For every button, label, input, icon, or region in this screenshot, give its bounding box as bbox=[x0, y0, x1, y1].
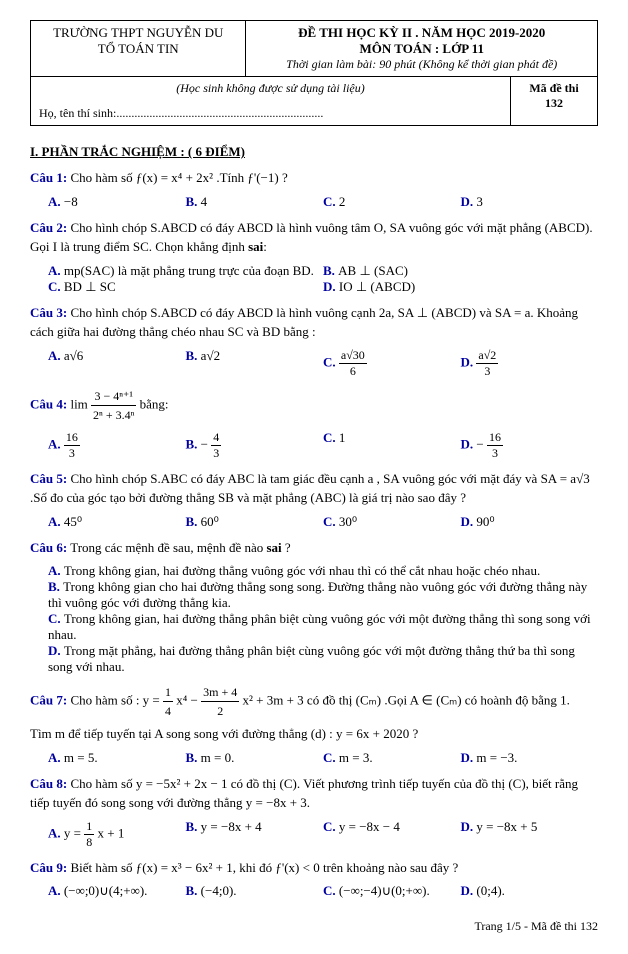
exam-subject: MÔN TOÁN : LỚP 11 bbox=[254, 41, 589, 57]
q7-line2: Tìm m để tiếp tuyến tại A song song với … bbox=[30, 724, 598, 744]
q4-b: B. − 43 bbox=[186, 430, 324, 461]
q8-options: A. y = 18 x + 1 B. y = −8x + 4 C. y = −8… bbox=[48, 819, 598, 850]
q6-d: D. Trong mặt phẳng, hai đường thẳng phân… bbox=[48, 643, 598, 675]
q2-label: Câu 2: bbox=[30, 220, 67, 235]
q3-options: A. a√6 B. a√2 C. a√306 D. a√23 bbox=[48, 348, 598, 379]
q1-text: Cho hàm số ƒ(x) = x⁴ + 2x² .Tính ƒ'(−1) … bbox=[70, 170, 287, 185]
q1-d: D. 3 bbox=[461, 194, 599, 210]
exam-note: (Học sinh không được sử dụng tài liệu) bbox=[39, 81, 502, 96]
code-cell: Mã đề thi 132 bbox=[511, 77, 598, 126]
q5-c: C. 30⁰ bbox=[323, 514, 461, 530]
code-num: 132 bbox=[519, 96, 589, 111]
header-title-cell: ĐỀ THI HỌC KỲ II . NĂM HỌC 2019-2020 MÔN… bbox=[246, 21, 598, 77]
q6-sai: sai bbox=[267, 540, 282, 555]
school-name-1: TRƯỜNG THPT NGUYỄN DU bbox=[39, 25, 237, 41]
q7-a: A. m = 5. bbox=[48, 750, 186, 766]
student-name: Họ, tên thí sinh:.......................… bbox=[39, 106, 502, 121]
q7-d: D. m = −3. bbox=[461, 750, 599, 766]
q9-options: A. (−∞;0)∪(4;+∞). B. (−4;0). C. (−∞;−4)∪… bbox=[48, 883, 598, 899]
q3-text: Cho hình chóp S.ABCD có đáy ABCD là hình… bbox=[30, 305, 578, 340]
q4-c: C. 1 bbox=[323, 430, 461, 461]
q1-options: A. −8 B. 4 C. 2 D. 3 bbox=[48, 194, 598, 210]
code-label: Mã đề thi bbox=[519, 81, 589, 96]
q7-label: Câu 7: bbox=[30, 692, 67, 707]
q2: Câu 2: Cho hình chóp S.ABCD có đáy ABCD … bbox=[30, 218, 598, 257]
q7-options: A. m = 5. B. m = 0. C. m = 3. D. m = −3. bbox=[48, 750, 598, 766]
q2-a: A. mp(SAC) là mặt phẳng trung trực của đ… bbox=[48, 263, 323, 279]
section-title: I. PHẦN TRẮC NGHIỆM : ( 6 ĐIỂM) bbox=[30, 144, 598, 160]
q2-sai: sai bbox=[248, 239, 263, 254]
q9: Câu 9: Biết hàm số ƒ(x) = x³ − 6x² + 1, … bbox=[30, 858, 598, 878]
q1-a: A. −8 bbox=[48, 194, 186, 210]
q5-b: B. 60⁰ bbox=[186, 514, 324, 530]
q2-options: A. mp(SAC) là mặt phẳng trung trực của đ… bbox=[48, 263, 598, 295]
q9-a: A. (−∞;0)∪(4;+∞). bbox=[48, 883, 186, 899]
q8-text: Cho hàm số y = −5x² + 2x − 1 có đồ thị (… bbox=[30, 776, 578, 811]
q1-label: Câu 1: bbox=[30, 170, 67, 185]
q4-a: A. 163 bbox=[48, 430, 186, 461]
q5-options: A. 45⁰ B. 60⁰ C. 30⁰ D. 90⁰ bbox=[48, 514, 598, 530]
q5: Câu 5: Cho hình chóp S.ABC có đáy ABC là… bbox=[30, 469, 598, 508]
q4-pre: lim bbox=[70, 396, 87, 411]
q6-label: Câu 6: bbox=[30, 540, 67, 555]
exam-time: Thời gian làm bài: 90 phút (Không kể thờ… bbox=[254, 57, 589, 72]
q3-c: C. a√306 bbox=[323, 348, 461, 379]
q8-c: C. y = −8x − 4 bbox=[323, 819, 461, 850]
q6: Câu 6: Trong các mệnh đề sau, mệnh đề nà… bbox=[30, 538, 598, 558]
info-cell: (Học sinh không được sử dụng tài liệu) H… bbox=[31, 77, 511, 126]
q5-a: A. 45⁰ bbox=[48, 514, 186, 530]
q7-b: B. m = 0. bbox=[186, 750, 324, 766]
q9-d: D. (0;4). bbox=[461, 883, 599, 899]
q6-text: Trong các mệnh đề sau, mệnh đề nào bbox=[70, 540, 266, 555]
q9-b: B. (−4;0). bbox=[186, 883, 324, 899]
q5-label: Câu 5: bbox=[30, 471, 67, 486]
q7-c: C. m = 3. bbox=[323, 750, 461, 766]
q5-text: Cho hình chóp S.ABC có đáy ABC là tam gi… bbox=[30, 471, 590, 506]
q2-d: D. IO ⊥ (ABCD) bbox=[323, 279, 598, 295]
q4-d: D. − 163 bbox=[461, 430, 599, 461]
q3-b: B. a√2 bbox=[186, 348, 324, 379]
q8-b: B. y = −8x + 4 bbox=[186, 819, 324, 850]
q2-b: B. AB ⊥ (SAC) bbox=[323, 263, 598, 279]
q8-label: Câu 8: bbox=[30, 776, 67, 791]
q3-d: D. a√23 bbox=[461, 348, 599, 379]
q8: Câu 8: Cho hàm số y = −5x² + 2x − 1 có đ… bbox=[30, 774, 598, 813]
exam-title: ĐỀ THI HỌC KỲ II . NĂM HỌC 2019-2020 bbox=[254, 25, 589, 41]
q3: Câu 3: Cho hình chóp S.ABCD có đáy ABCD … bbox=[30, 303, 598, 342]
q9-c: C. (−∞;−4)∪(0;+∞). bbox=[323, 883, 461, 899]
q4-post: bằng: bbox=[140, 396, 169, 411]
q6-b: B. Trong không gian cho hai đường thẳng … bbox=[48, 579, 598, 611]
page-footer: Trang 1/5 - Mã đề thi 132 bbox=[30, 919, 598, 934]
q1-c: C. 2 bbox=[323, 194, 461, 210]
q9-text: Biết hàm số ƒ(x) = x³ − 6x² + 1, khi đó … bbox=[70, 860, 458, 875]
school-name-2: TỔ TOÁN TIN bbox=[39, 41, 237, 57]
q7: Câu 7: Cho hàm số : y = 14 x⁴ − 3m + 42 … bbox=[30, 683, 598, 744]
q4-label: Câu 4: bbox=[30, 396, 67, 411]
q2-c: C. BD ⊥ SC bbox=[48, 279, 323, 295]
q8-a: A. y = 18 x + 1 bbox=[48, 819, 186, 850]
q2-text: Cho hình chóp S.ABCD có đáy ABCD là hình… bbox=[30, 220, 593, 255]
q4-options: A. 163 B. − 43 C. 1 D. − 163 bbox=[48, 430, 598, 461]
header-school-cell: TRƯỜNG THPT NGUYỄN DU TỔ TOÁN TIN bbox=[31, 21, 246, 77]
q3-a: A. a√6 bbox=[48, 348, 186, 379]
q4: Câu 4: lim 3 − 4ⁿ⁺¹2ⁿ + 3.4ⁿ bằng: bbox=[30, 387, 598, 424]
q6-a: A. Trong không gian, hai đường thẳng vuô… bbox=[48, 563, 598, 579]
q9-label: Câu 9: bbox=[30, 860, 67, 875]
q6-c: C. Trong không gian, hai đường thẳng phâ… bbox=[48, 611, 598, 643]
header-table: TRƯỜNG THPT NGUYỄN DU TỔ TOÁN TIN ĐỀ THI… bbox=[30, 20, 598, 126]
q8-d: D. y = −8x + 5 bbox=[461, 819, 599, 850]
q3-label: Câu 3: bbox=[30, 305, 67, 320]
q1-b: B. 4 bbox=[186, 194, 324, 210]
q1: Câu 1: Cho hàm số ƒ(x) = x⁴ + 2x² .Tính … bbox=[30, 168, 598, 188]
q5-d: D. 90⁰ bbox=[461, 514, 599, 530]
